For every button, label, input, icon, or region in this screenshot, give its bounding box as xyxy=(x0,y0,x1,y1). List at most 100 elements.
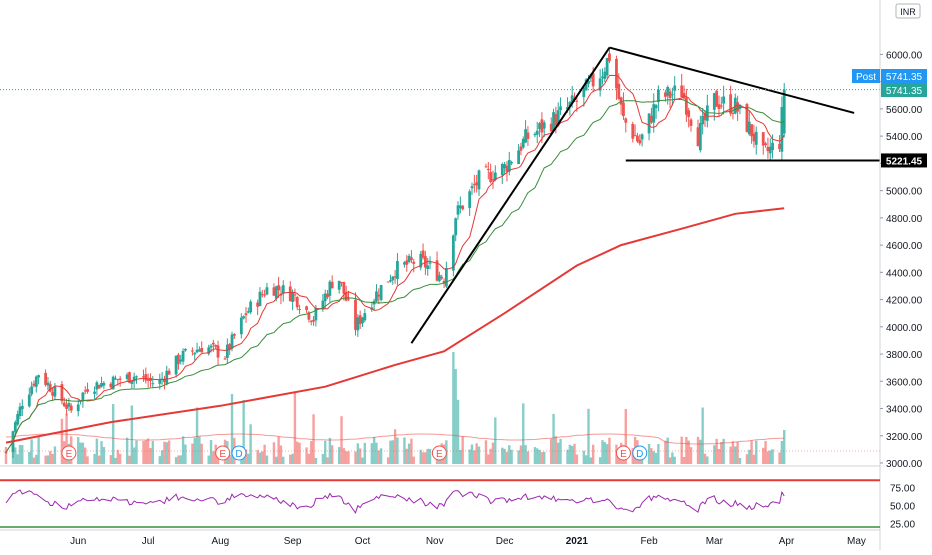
candle-body xyxy=(722,96,726,104)
candle-body xyxy=(622,102,625,116)
candle-body xyxy=(309,320,313,322)
post-label-box xyxy=(852,69,880,83)
volume-bar xyxy=(132,447,136,464)
volume-bar xyxy=(298,442,301,464)
candle-body xyxy=(617,83,621,99)
volume-bar xyxy=(762,447,765,464)
candle-body xyxy=(640,134,644,140)
volume-bar xyxy=(228,455,231,464)
candle-body xyxy=(566,106,569,110)
volume-bar xyxy=(46,455,50,464)
candle-body xyxy=(472,184,476,186)
candle-body xyxy=(146,379,150,381)
volume-bar xyxy=(193,437,196,464)
candle-body xyxy=(403,262,406,265)
volume-bar xyxy=(209,440,213,464)
volume-bar xyxy=(484,440,488,464)
volume-bar xyxy=(114,457,117,464)
rsi-tick-label: 75.00 xyxy=(890,483,915,494)
candle-body xyxy=(684,97,688,115)
volume-bar xyxy=(263,444,266,464)
candle-body xyxy=(701,116,705,125)
volume-bar xyxy=(587,408,590,464)
candle-body xyxy=(181,350,185,362)
price-axis[interactable]: 6000.005800.005600.005400.005200.005000.… xyxy=(852,3,927,530)
candle-body xyxy=(111,376,115,390)
candle-body xyxy=(668,91,672,98)
candle-body xyxy=(298,309,301,311)
candle-body xyxy=(83,390,87,392)
candle-body xyxy=(328,281,332,296)
trendline xyxy=(609,46,855,114)
volume-bar xyxy=(98,455,101,464)
candle-body xyxy=(34,376,38,387)
candle-body xyxy=(60,384,64,402)
volume-bar xyxy=(200,443,203,464)
candle-body xyxy=(200,348,204,353)
volume-bar xyxy=(354,451,357,464)
volume-bar xyxy=(631,448,634,464)
volume-bar xyxy=(505,451,509,464)
price-tick-label: 4400.00 xyxy=(886,268,923,279)
price-tick-label: 3600.00 xyxy=(886,377,923,388)
candle-body xyxy=(32,383,36,386)
volume-bar xyxy=(771,449,774,464)
candle-body xyxy=(158,379,162,384)
candle-body xyxy=(228,344,232,350)
candle-body xyxy=(53,386,57,397)
volume-bar xyxy=(715,438,718,464)
candle-body xyxy=(591,73,595,87)
volume-bar xyxy=(375,442,378,464)
candle-body xyxy=(211,342,215,345)
candle-body xyxy=(4,451,8,453)
volume-bar xyxy=(207,455,210,464)
volume-bar xyxy=(589,457,593,464)
candle-body xyxy=(195,349,199,353)
volume-bar xyxy=(370,443,374,464)
candle-body xyxy=(361,317,364,324)
candle-body xyxy=(65,404,68,409)
volume-bar xyxy=(184,444,187,464)
volume-bar xyxy=(158,456,161,464)
moving-average-layer xyxy=(5,74,785,453)
volume-bar xyxy=(18,444,22,464)
candle-body xyxy=(244,313,248,316)
volume-bar xyxy=(501,447,504,464)
volume-bar xyxy=(167,440,171,464)
candle-body xyxy=(764,143,767,146)
volume-bar xyxy=(657,444,660,464)
candle-body xyxy=(27,394,31,407)
volume-bar xyxy=(734,446,737,464)
volume-bar xyxy=(503,448,506,464)
candle-body xyxy=(663,92,667,97)
volume-bar xyxy=(391,440,394,464)
candle-body xyxy=(67,402,71,407)
last-price-value: 5741.35 xyxy=(886,86,923,97)
price-tick-label: 4000.00 xyxy=(886,323,923,334)
volume-bar xyxy=(568,444,572,464)
time-axis[interactable]: Jun Jul Aug Sep Oct Nov Dec 2021 Feb Mar Apr May xyxy=(70,536,866,547)
volume-bar xyxy=(331,445,334,464)
volume-bar xyxy=(389,440,392,464)
candle-body xyxy=(689,119,693,126)
candle-body xyxy=(197,349,201,352)
volume-bar xyxy=(21,445,24,464)
event-marker-label: E xyxy=(219,449,226,460)
volume-bar xyxy=(421,452,425,464)
dividend-marker xyxy=(632,445,648,461)
volume-bar xyxy=(242,400,245,464)
price-tick-label: 3200.00 xyxy=(886,432,923,443)
candle-body xyxy=(16,414,20,425)
candle-body xyxy=(524,129,527,143)
candle-body xyxy=(424,256,427,268)
volume-bar xyxy=(666,437,669,464)
rsi-line xyxy=(5,489,785,515)
candle-body xyxy=(307,312,311,320)
candle-body xyxy=(407,255,411,262)
candle-body xyxy=(277,285,281,291)
volume-bar xyxy=(212,451,215,464)
volume-bar xyxy=(654,452,658,464)
volume-bar xyxy=(689,447,693,464)
